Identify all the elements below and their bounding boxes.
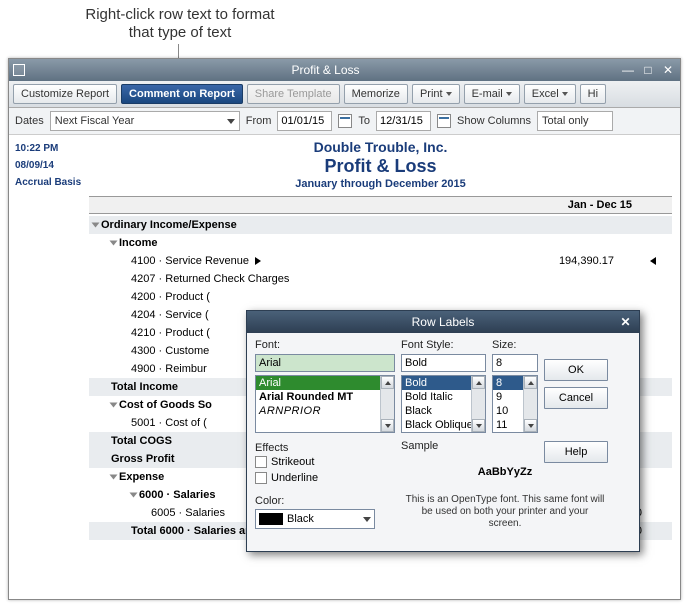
scroll-up-icon[interactable] <box>524 376 537 389</box>
report-period: January through December 2015 <box>89 178 672 190</box>
report-title: Profit & Loss <box>89 156 672 177</box>
dialog-title: Row Labels <box>412 315 475 329</box>
share-template-button[interactable]: Share Template <box>247 84 340 104</box>
list-item[interactable]: ARNPRIOR <box>256 404 380 418</box>
scroll-up-icon[interactable] <box>472 376 485 389</box>
row-ordinary-income[interactable]: Ordinary Income/Expense <box>89 216 672 234</box>
excel-button[interactable]: Excel <box>524 84 576 104</box>
report-info-sidebar: 10:22 PM 08/09/14 Accrual Basis <box>9 135 89 599</box>
list-item[interactable]: Arial <box>256 376 380 390</box>
drill-back-icon <box>650 257 656 265</box>
close-icon[interactable]: ✕ <box>660 63 676 77</box>
dialog-titlebar: Row Labels ✕ <box>247 311 639 333</box>
report-time: 10:22 PM <box>15 143 83 154</box>
strikeout-label: Strikeout <box>271 456 314 468</box>
collapse-icon <box>92 223 100 228</box>
color-select[interactable]: Black <box>255 509 375 529</box>
annotation-text: Right-click row text to format that type… <box>80 6 280 42</box>
to-label: To <box>358 115 370 127</box>
hide-button[interactable]: Hi <box>580 84 606 104</box>
chevron-down-icon <box>227 119 235 124</box>
list-item[interactable]: Bold <box>402 376 471 390</box>
company-name: Double Trouble, Inc. <box>89 139 672 155</box>
size-input[interactable] <box>492 354 538 372</box>
chevron-down-icon <box>363 517 371 522</box>
style-listbox[interactable]: Bold Bold Italic Black Black Oblique <box>401 375 486 433</box>
list-item[interactable]: 8 <box>493 376 523 390</box>
comment-on-report-button[interactable]: Comment on Report <box>121 84 243 104</box>
collapse-icon <box>110 403 118 408</box>
dates-value: Next Fiscal Year <box>55 115 134 127</box>
calendar-icon[interactable] <box>338 114 352 128</box>
size-listbox[interactable]: 8 9 10 11 <box>492 375 538 433</box>
scroll-down-icon[interactable] <box>381 419 394 432</box>
font-listbox[interactable]: Arial Arial Rounded MT ARNPRIOR <box>255 375 395 433</box>
color-swatch <box>259 513 283 525</box>
dialog-close-icon[interactable]: ✕ <box>618 314 633 329</box>
font-input[interactable] <box>255 354 395 372</box>
toolbar-main: Customize Report Comment on Report Share… <box>9 81 680 108</box>
style-label: Font Style: <box>401 339 486 351</box>
memorize-button[interactable]: Memorize <box>344 84 408 104</box>
show-columns-label: Show Columns <box>457 115 531 127</box>
row-returned-check[interactable]: 4207 · Returned Check Charges <box>89 270 672 288</box>
list-item[interactable]: Arial Rounded MT <box>256 390 380 404</box>
minimize-icon[interactable]: — <box>620 63 636 77</box>
calendar-icon[interactable] <box>437 114 451 128</box>
strikeout-checkbox[interactable] <box>255 456 267 468</box>
color-value: Black <box>287 513 314 525</box>
collapse-icon <box>130 493 138 498</box>
list-item[interactable]: Black Oblique <box>402 418 471 432</box>
report-basis: Accrual Basis <box>15 177 83 188</box>
from-date-input[interactable] <box>277 111 332 131</box>
email-button[interactable]: E-mail <box>464 84 520 104</box>
chevron-down-icon <box>562 92 568 96</box>
font-label: Font: <box>255 339 395 351</box>
window-title: Profit & Loss <box>31 63 620 77</box>
restore-icon[interactable] <box>13 64 25 76</box>
drill-icon <box>255 257 261 265</box>
help-button[interactable]: Help <box>544 441 608 463</box>
style-input[interactable] <box>401 354 486 372</box>
maximize-icon[interactable]: □ <box>640 63 656 77</box>
scroll-up-icon[interactable] <box>381 376 394 389</box>
chevron-down-icon <box>506 92 512 96</box>
underline-checkbox[interactable] <box>255 472 267 484</box>
row-product-4200[interactable]: 4200 · Product ( <box>89 288 672 306</box>
dates-label: Dates <box>15 115 44 127</box>
row-labels-dialog: Row Labels ✕ Font: Arial Arial Rounded M… <box>246 310 640 552</box>
report-date: 08/09/14 <box>15 160 83 171</box>
color-label: Color: <box>255 495 375 507</box>
list-item[interactable]: Black <box>402 404 471 418</box>
size-label: Size: <box>492 339 538 351</box>
underline-label: Underline <box>271 472 318 484</box>
scroll-down-icon[interactable] <box>472 419 485 432</box>
list-item[interactable]: Bold Italic <box>402 390 471 404</box>
to-date-input[interactable] <box>376 111 431 131</box>
customize-report-button[interactable]: Customize Report <box>13 84 117 104</box>
show-columns-select[interactable]: Total only <box>537 111 613 131</box>
scrollbar[interactable] <box>471 376 485 432</box>
scrollbar[interactable] <box>380 376 394 432</box>
list-item[interactable]: 11 <box>493 418 523 432</box>
collapse-icon <box>110 475 118 480</box>
from-label: From <box>246 115 272 127</box>
ok-button[interactable]: OK <box>544 359 608 381</box>
column-header: Jan - Dec 15 <box>89 196 672 214</box>
list-item[interactable]: 9 <box>493 390 523 404</box>
toolbar-dates: Dates Next Fiscal Year From To Show Colu… <box>9 108 680 135</box>
list-item[interactable]: 10 <box>493 404 523 418</box>
print-button[interactable]: Print <box>412 84 460 104</box>
scroll-down-icon[interactable] <box>524 419 537 432</box>
show-columns-value: Total only <box>542 115 588 127</box>
scrollbar[interactable] <box>523 376 537 432</box>
row-service-revenue[interactable]: 4100 · Service Revenue194,390.17 <box>89 252 672 270</box>
row-income[interactable]: Income <box>89 234 672 252</box>
dates-select[interactable]: Next Fiscal Year <box>50 111 240 131</box>
effects-label: Effects <box>255 442 288 454</box>
cancel-button[interactable]: Cancel <box>544 387 608 409</box>
titlebar: Profit & Loss — □ ✕ <box>9 59 680 81</box>
chevron-down-icon <box>446 92 452 96</box>
collapse-icon <box>110 241 118 246</box>
